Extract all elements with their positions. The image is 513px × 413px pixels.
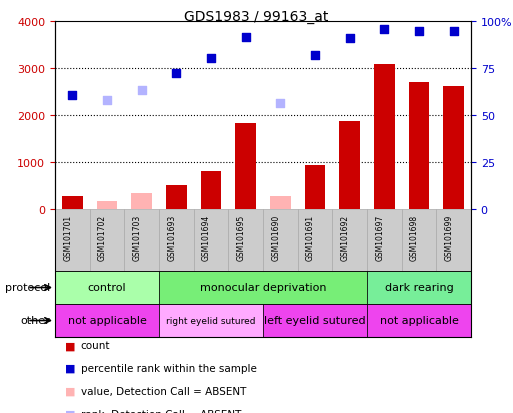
- Text: GSM101692: GSM101692: [341, 214, 350, 261]
- Text: GSM101693: GSM101693: [167, 214, 176, 261]
- Point: [449, 28, 458, 35]
- Text: not applicable: not applicable: [380, 316, 459, 326]
- Bar: [166, 185, 187, 209]
- Point: [172, 70, 181, 77]
- Point: [311, 52, 319, 59]
- Bar: [194, 209, 228, 271]
- Point: [276, 100, 284, 107]
- Bar: [159, 209, 194, 271]
- Text: ■: ■: [65, 386, 76, 396]
- Bar: [55, 304, 159, 337]
- Point: [346, 36, 354, 42]
- Text: ■: ■: [65, 363, 76, 373]
- Bar: [408, 83, 429, 209]
- Text: GSM101703: GSM101703: [133, 214, 142, 261]
- Bar: [263, 304, 367, 337]
- Text: GSM101702: GSM101702: [98, 214, 107, 261]
- Bar: [305, 166, 325, 209]
- Bar: [367, 271, 471, 304]
- Bar: [159, 271, 367, 304]
- Text: GSM101698: GSM101698: [410, 214, 419, 261]
- Bar: [367, 304, 471, 337]
- Bar: [131, 193, 152, 209]
- Bar: [62, 196, 83, 209]
- Text: GSM101695: GSM101695: [236, 214, 246, 261]
- Text: rank, Detection Call = ABSENT: rank, Detection Call = ABSENT: [81, 408, 241, 413]
- Text: GSM101699: GSM101699: [445, 214, 453, 261]
- Text: ■: ■: [65, 340, 76, 351]
- Bar: [228, 209, 263, 271]
- Bar: [159, 304, 263, 337]
- Point: [137, 88, 146, 94]
- Bar: [270, 196, 291, 209]
- Text: other: other: [20, 316, 50, 326]
- Text: left eyelid sutured: left eyelid sutured: [264, 316, 366, 326]
- Bar: [55, 271, 159, 304]
- Point: [415, 28, 423, 35]
- Text: ■: ■: [65, 408, 76, 413]
- Text: count: count: [81, 340, 110, 351]
- Text: GSM101697: GSM101697: [376, 214, 384, 261]
- Text: protocol: protocol: [5, 283, 50, 293]
- Text: percentile rank within the sample: percentile rank within the sample: [81, 363, 256, 373]
- Text: right eyelid sutured: right eyelid sutured: [166, 316, 256, 325]
- Point: [103, 98, 111, 104]
- Text: GSM101690: GSM101690: [271, 214, 280, 261]
- Text: GDS1983 / 99163_at: GDS1983 / 99163_at: [184, 10, 329, 24]
- Bar: [402, 209, 437, 271]
- Bar: [443, 87, 464, 209]
- Text: not applicable: not applicable: [68, 316, 146, 326]
- Bar: [90, 209, 124, 271]
- Bar: [367, 209, 402, 271]
- Bar: [374, 65, 394, 209]
- Text: control: control: [88, 283, 126, 293]
- Bar: [339, 122, 360, 209]
- Point: [68, 93, 76, 100]
- Bar: [124, 209, 159, 271]
- Text: monocular deprivation: monocular deprivation: [200, 283, 326, 293]
- Point: [242, 35, 250, 42]
- Bar: [332, 209, 367, 271]
- Bar: [201, 172, 222, 209]
- Text: value, Detection Call = ABSENT: value, Detection Call = ABSENT: [81, 386, 246, 396]
- Text: dark rearing: dark rearing: [385, 283, 453, 293]
- Bar: [263, 209, 298, 271]
- Point: [380, 27, 388, 34]
- Point: [207, 55, 215, 62]
- Bar: [55, 209, 90, 271]
- Text: GSM101691: GSM101691: [306, 214, 315, 261]
- Text: GSM101694: GSM101694: [202, 214, 211, 261]
- Bar: [96, 201, 117, 209]
- Text: GSM101701: GSM101701: [63, 214, 72, 261]
- Bar: [298, 209, 332, 271]
- Bar: [235, 124, 256, 209]
- Bar: [437, 209, 471, 271]
